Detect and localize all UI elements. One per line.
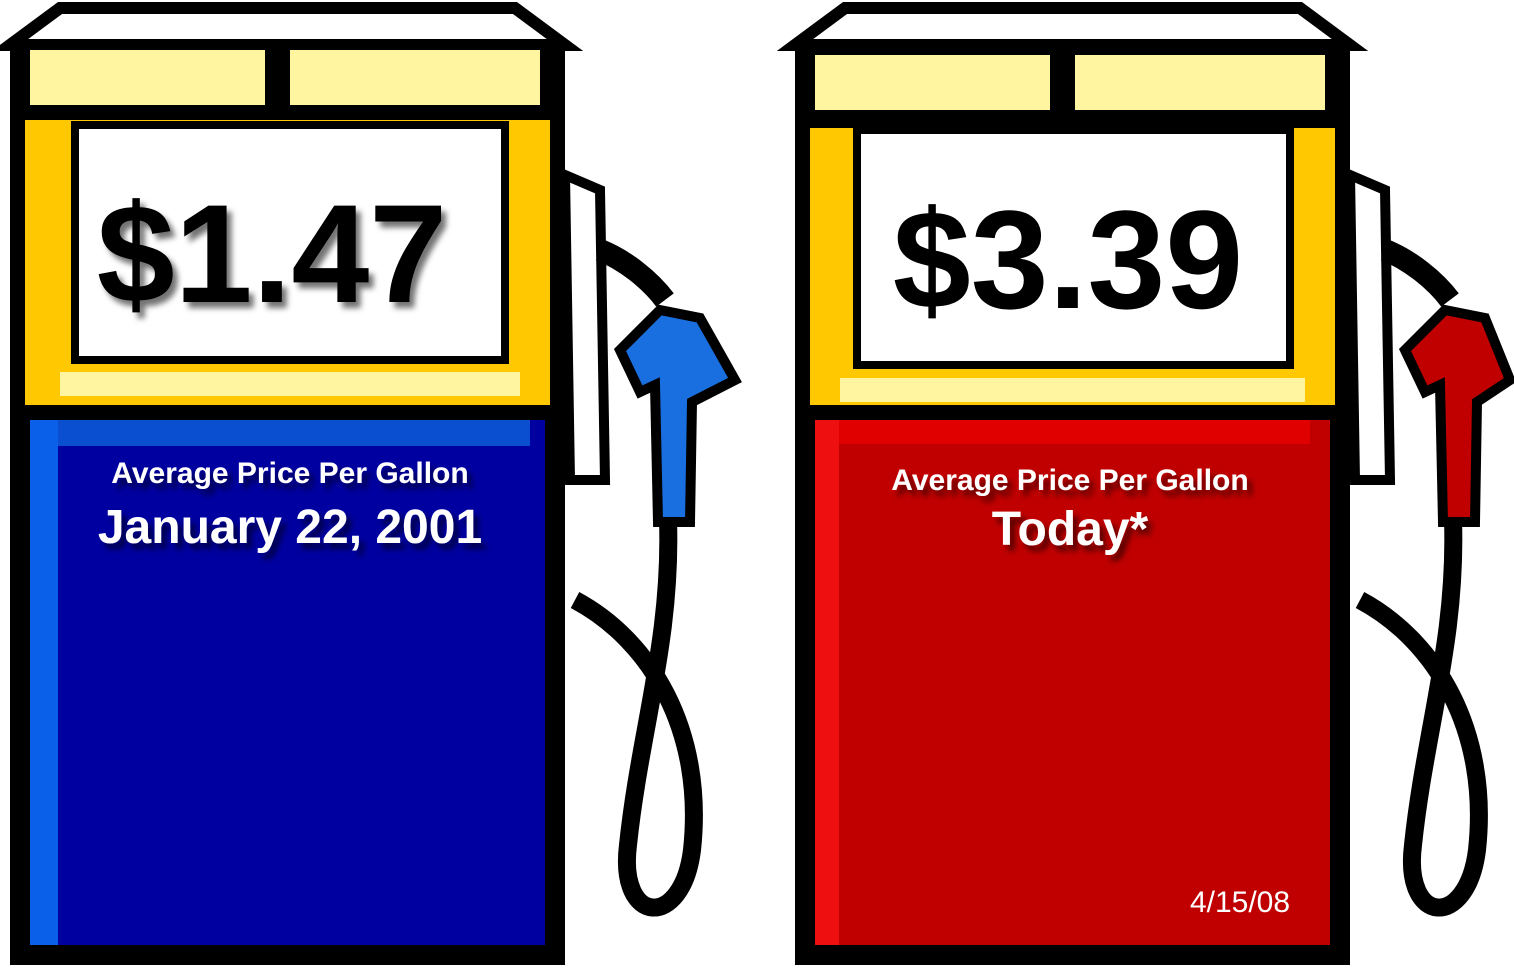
nozzle-holder — [1350, 175, 1390, 480]
panel-highlight — [815, 420, 839, 945]
frame-strip — [60, 372, 520, 396]
date: January 22, 2001 — [98, 501, 482, 554]
nozzle-neck — [600, 250, 665, 300]
caption: Average Price Per Gallon — [891, 464, 1248, 497]
pump-roof — [10, 8, 565, 45]
frame-strip — [840, 378, 1305, 402]
pump-roof — [795, 8, 1350, 45]
hose — [575, 520, 694, 908]
nozzle — [620, 310, 735, 522]
nozzle-holder — [565, 175, 605, 480]
panel — [30, 420, 545, 945]
caption: Average Price Per Gallon — [111, 457, 468, 490]
light — [815, 55, 1050, 110]
date: Today* — [992, 503, 1149, 556]
page: $1.47 Average Price Per Gallon January 2… — [0, 0, 1514, 968]
price: $3.39 — [893, 181, 1243, 338]
pump-left: $1.47 Average Price Per Gallon January 2… — [10, 8, 735, 965]
nozzle — [1405, 310, 1510, 522]
footnote: 4/15/08 — [1190, 886, 1290, 919]
nozzle-neck — [1385, 250, 1450, 300]
light — [30, 50, 265, 105]
light — [1075, 55, 1325, 110]
panel-highlight — [815, 420, 1310, 444]
price: $1.47 — [97, 175, 447, 332]
light — [290, 50, 540, 105]
illustration: $1.47 Average Price Per Gallon January 2… — [0, 0, 1514, 968]
panel-highlight — [30, 420, 58, 945]
hose — [1360, 520, 1479, 908]
pump-right: $3.39 Average Price Per Gallon Today* 4/… — [795, 8, 1510, 965]
panel-highlight — [30, 420, 530, 446]
panel — [815, 420, 1330, 945]
